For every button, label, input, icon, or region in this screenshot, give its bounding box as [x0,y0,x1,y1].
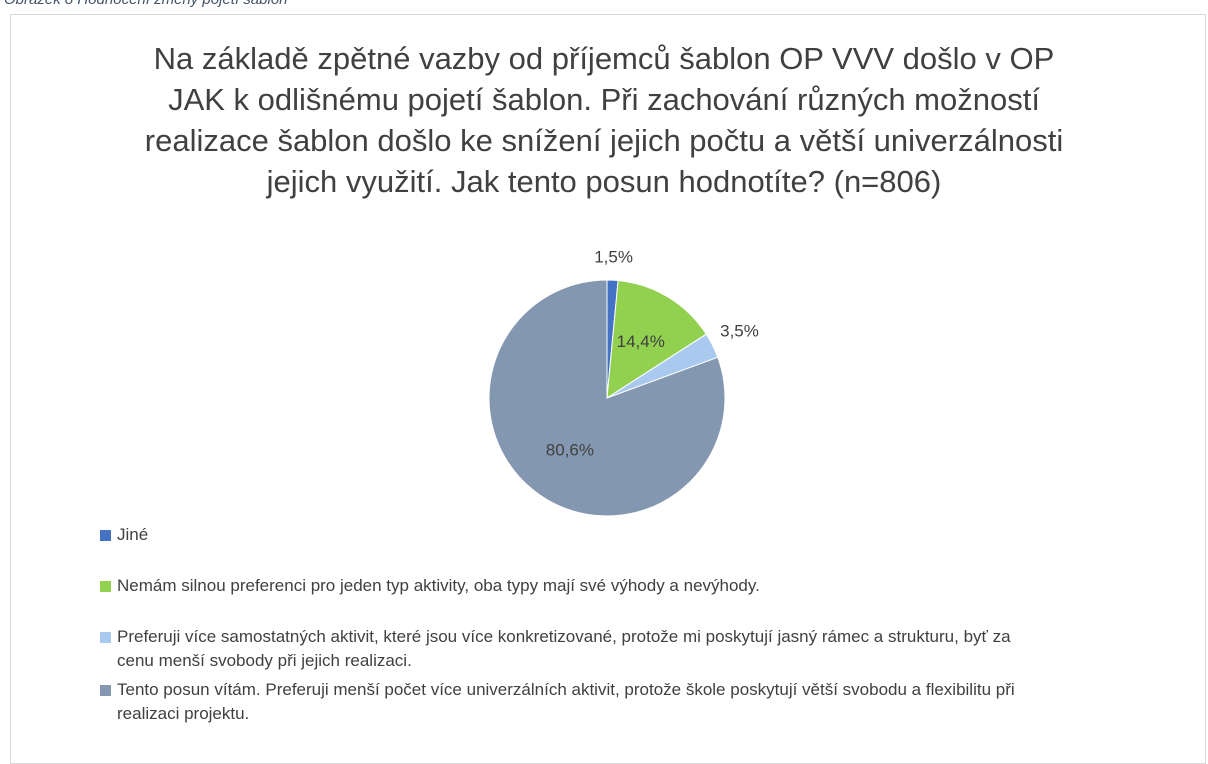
chart-title: Na základě zpětné vazby od příjemců šabl… [144,41,1064,199]
legend-label: Tento posun vítám. Preferuji menší počet… [117,680,1015,723]
data-label: 80,6% [546,441,594,460]
data-label: 14,4% [617,332,665,351]
legend-item: Tento posun vítám. Preferuji menší počet… [100,678,1017,726]
legend-label: Jiné [117,525,149,544]
pie-slice [488,279,726,517]
legend-swatch [100,685,111,696]
legend-item: Jiné [100,523,1017,547]
data-label: 3,5% [720,322,759,341]
legend-label: Preferuji více samostatných aktivit, kte… [117,627,1011,670]
legend-swatch [100,530,111,541]
legend-swatch [100,581,111,592]
legend-label: Nemám silnou preferenci pro jeden typ ak… [117,576,760,595]
legend-item: Preferuji více samostatných aktivit, kte… [100,625,1017,673]
pie-slice [606,279,707,399]
legend-swatch [100,632,111,643]
data-label: 1,5% [594,248,633,267]
legend-item: Nemám silnou preferenci pro jeden typ ak… [100,574,1017,598]
figure-caption: Obrázek 8 Hodnocení změny pojetí šablon [4,0,288,8]
